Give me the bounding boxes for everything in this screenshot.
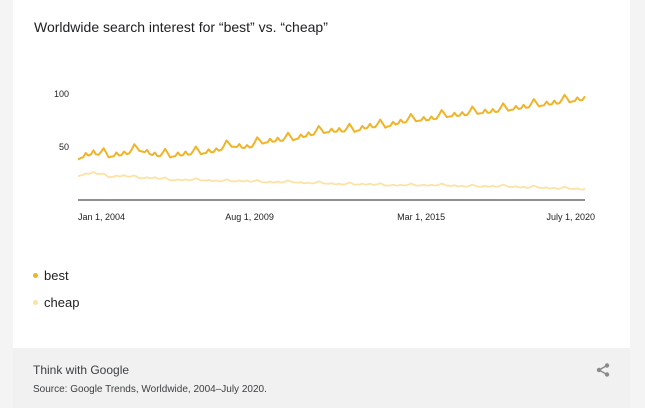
share-icon[interactable]: [595, 362, 611, 378]
legend-label-best: best: [44, 268, 69, 283]
card-footer: Think with Google Source: Google Trends,…: [13, 348, 630, 408]
legend-dot-cheap: [33, 300, 38, 306]
legend-label-cheap: cheap: [44, 295, 80, 310]
source-note: Source: Google Trends, Worldwide, 2004–J…: [33, 384, 267, 395]
x-tick-label: Mar 1, 2015: [397, 212, 445, 222]
brand-label: Think with Google: [33, 363, 130, 377]
series-line-best: [77, 93, 586, 161]
chart-card: Worldwide search interest for “best” vs.…: [13, 0, 630, 408]
x-tick-label: Jan 1, 2004: [78, 212, 125, 222]
line-chart: 100 50 Jan 1, 2004 Aug 1, 2009 Mar 1, 2015 Ju…: [54, 89, 595, 222]
x-tick-label: Aug 1, 2009: [225, 212, 274, 222]
legend-item-cheap: cheap: [33, 295, 79, 310]
chart-title: Worldwide search interest for “best” vs.…: [34, 19, 328, 35]
legend-dot-best: [33, 273, 38, 279]
y-tick-label: 100: [54, 89, 69, 99]
x-tick-label: July 1, 2020: [546, 212, 595, 222]
legend-item-best: best: [33, 268, 69, 283]
y-tick-label: 50: [59, 142, 69, 152]
series-line-cheap: [77, 170, 586, 191]
